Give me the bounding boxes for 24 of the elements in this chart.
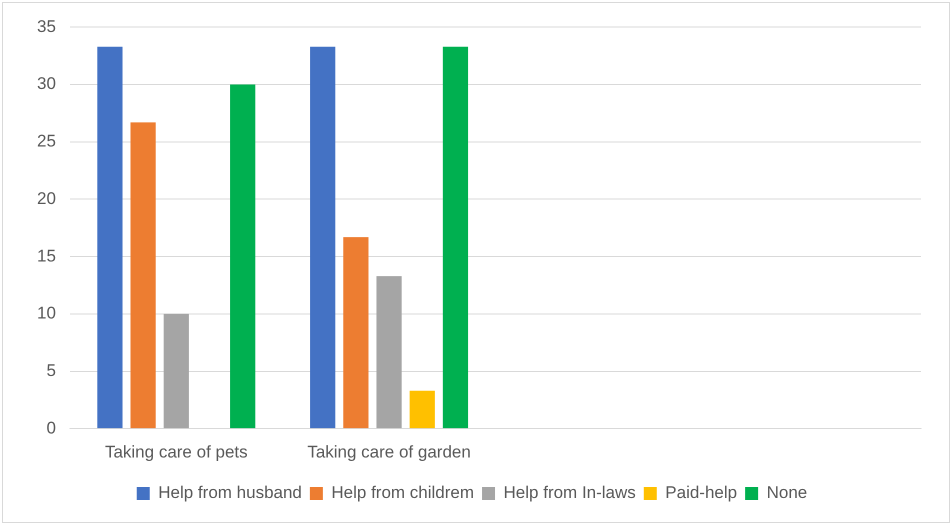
y-tick-label: 10	[36, 304, 56, 323]
legend-label: Help from In-laws	[504, 483, 636, 502]
bar	[130, 122, 156, 428]
y-tick-label: 30	[36, 74, 56, 94]
bar	[376, 276, 402, 428]
bar	[230, 84, 256, 428]
x-tick-label: Taking care of garden	[307, 442, 471, 462]
legend-label: Help from childrem	[331, 483, 474, 502]
legend-label: Help from husband	[158, 483, 302, 502]
y-tick-label: 5	[46, 360, 56, 380]
y-tick-label: 0	[46, 418, 56, 438]
legend-label: Paid-help	[665, 483, 738, 502]
bar	[310, 46, 336, 428]
x-tick-label: Taking care of pets	[104, 442, 248, 462]
bar	[410, 390, 435, 428]
y-tick-label: 35	[36, 16, 56, 36]
bar	[164, 314, 189, 428]
bar	[442, 46, 468, 428]
legend-label: None	[766, 483, 808, 502]
bar	[97, 46, 123, 428]
bar	[343, 237, 368, 428]
y-tick-label: 20	[36, 188, 56, 208]
y-tick-label: 15	[36, 246, 56, 266]
y-tick-label: 25	[36, 132, 56, 151]
